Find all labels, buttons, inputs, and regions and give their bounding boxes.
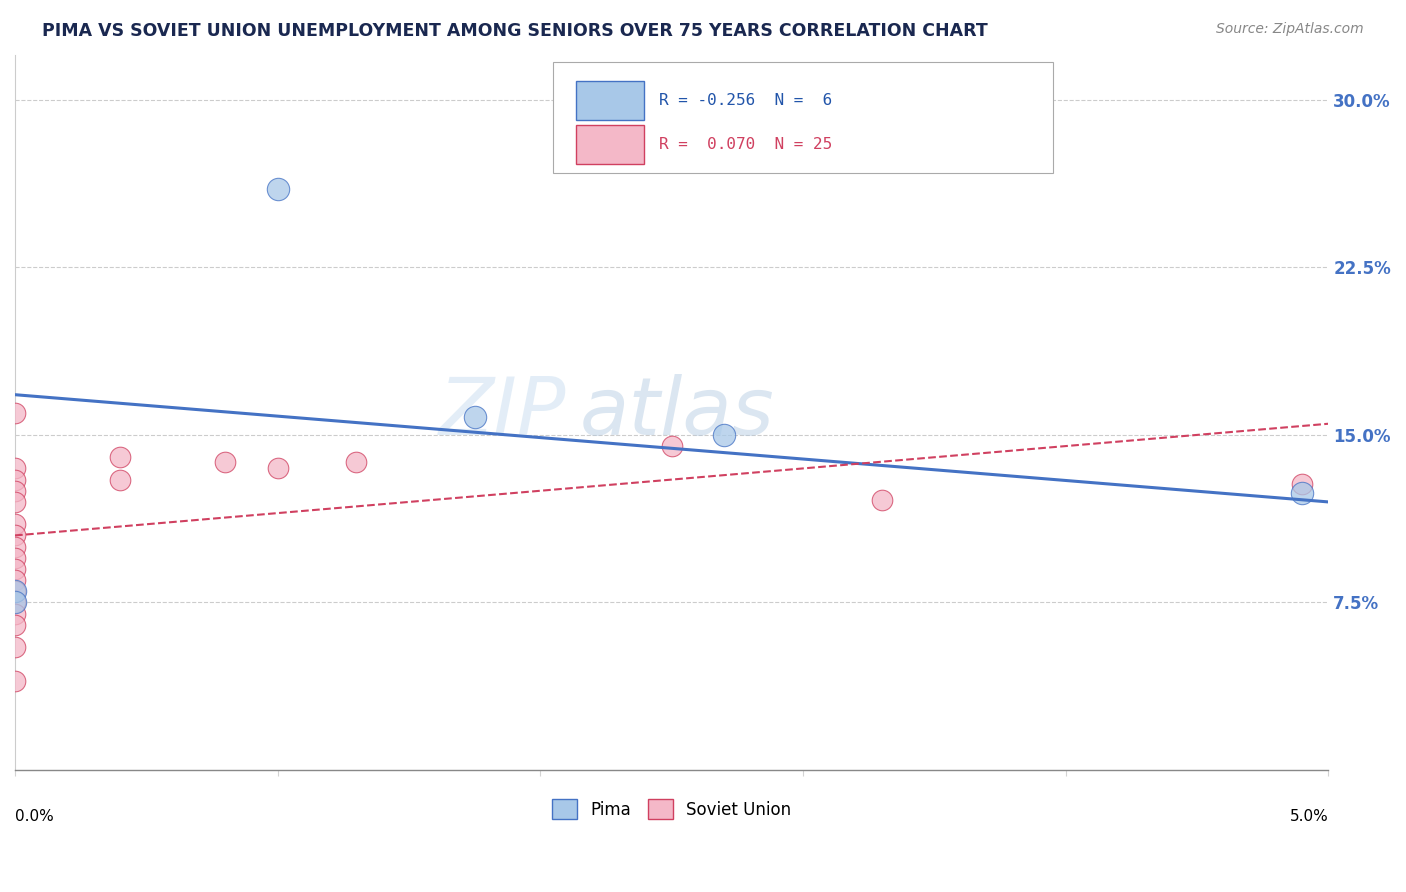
Point (4, 607, 27, 621)
Point (4, 517, 27, 532)
Point (464, 410, 486, 425)
Point (4, 550, 27, 565)
Point (4, 528, 27, 542)
Point (4, 461, 27, 475)
Point (266, 182, 288, 196)
Point (4, 595, 27, 609)
Point (4, 483, 27, 498)
Point (4, 673, 27, 688)
Text: Source: ZipAtlas.com: Source: ZipAtlas.com (1216, 22, 1364, 37)
Point (4, 595, 27, 609)
Point (1291, 477, 1313, 491)
Point (4, 406, 27, 420)
Point (870, 492, 893, 507)
Point (4, 573, 27, 587)
FancyBboxPatch shape (576, 80, 644, 120)
Point (4, 617, 27, 632)
Point (4, 584, 27, 599)
Point (346, 455, 368, 469)
Legend: Pima, Soviet Union: Pima, Soviet Union (546, 792, 799, 826)
Text: ZIP: ZIP (439, 374, 567, 451)
Point (108, 473, 131, 487)
Point (4, 562, 27, 576)
Text: PIMA VS SOVIET UNION UNEMPLOYMENT AMONG SENIORS OVER 75 YEARS CORRELATION CHART: PIMA VS SOVIET UNION UNEMPLOYMENT AMONG … (42, 22, 988, 40)
Text: atlas: atlas (579, 374, 775, 451)
Point (1291, 486, 1313, 500)
Point (4, 473, 27, 487)
Point (108, 450, 131, 465)
Point (266, 461, 288, 475)
Point (4, 640, 27, 654)
Point (713, 428, 735, 442)
Text: 0.0%: 0.0% (15, 809, 53, 824)
Point (4, 584, 27, 599)
Point (4, 495, 27, 509)
FancyBboxPatch shape (554, 62, 1053, 173)
FancyBboxPatch shape (576, 125, 644, 164)
Text: R =  0.070  N = 25: R = 0.070 N = 25 (658, 137, 832, 152)
Point (4, 540, 27, 554)
Point (214, 455, 236, 469)
Text: R = -0.256  N =  6: R = -0.256 N = 6 (658, 93, 832, 108)
Point (661, 439, 683, 453)
Text: 5.0%: 5.0% (1289, 809, 1329, 824)
